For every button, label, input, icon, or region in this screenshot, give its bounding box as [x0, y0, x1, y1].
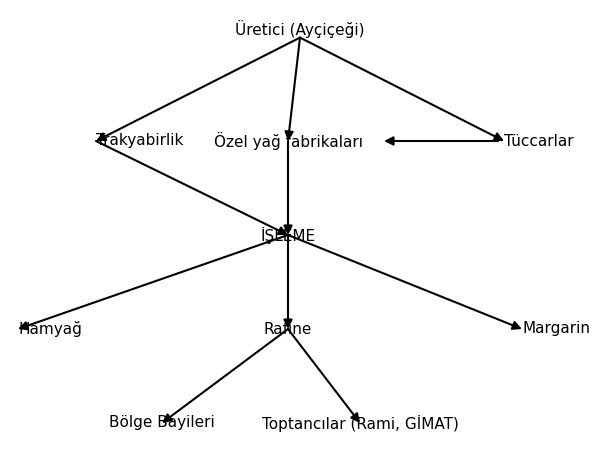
- Text: Üretici (Ayçiçeği): Üretici (Ayçiçeği): [235, 20, 365, 38]
- Text: Rafine: Rafine: [264, 321, 312, 337]
- Text: Hamyağ: Hamyağ: [18, 321, 82, 337]
- Text: Bölge Bayileri: Bölge Bayileri: [109, 415, 215, 431]
- Text: Trakyabirlik: Trakyabirlik: [96, 133, 184, 149]
- Text: Toptancılar (Rami, GİMAT): Toptancılar (Rami, GİMAT): [262, 415, 458, 431]
- Text: Margarin: Margarin: [522, 321, 590, 337]
- Text: Tüccarlar: Tüccarlar: [504, 133, 574, 149]
- Text: İŞLEME: İŞLEME: [260, 227, 316, 243]
- Text: Özel yağ fabrikaları: Özel yağ fabrikaları: [214, 132, 362, 150]
